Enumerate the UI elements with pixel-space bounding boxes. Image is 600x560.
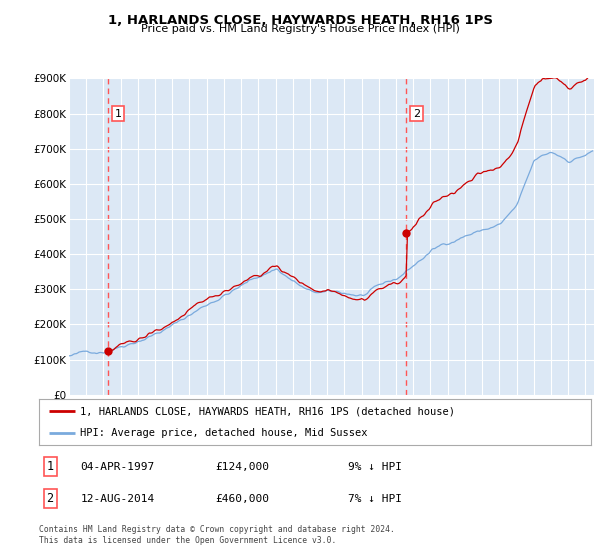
- Text: Contains HM Land Registry data © Crown copyright and database right 2024.
This d: Contains HM Land Registry data © Crown c…: [39, 525, 395, 545]
- Text: Price paid vs. HM Land Registry's House Price Index (HPI): Price paid vs. HM Land Registry's House …: [140, 24, 460, 34]
- Text: 1: 1: [115, 109, 122, 119]
- Text: 7% ↓ HPI: 7% ↓ HPI: [348, 494, 402, 503]
- Text: 04-APR-1997: 04-APR-1997: [80, 462, 155, 472]
- Text: HPI: Average price, detached house, Mid Sussex: HPI: Average price, detached house, Mid …: [80, 428, 368, 438]
- Text: 2: 2: [413, 109, 420, 119]
- Text: 1, HARLANDS CLOSE, HAYWARDS HEATH, RH16 1PS (detached house): 1, HARLANDS CLOSE, HAYWARDS HEATH, RH16 …: [80, 406, 455, 416]
- Text: £124,000: £124,000: [215, 462, 269, 472]
- Text: 1, HARLANDS CLOSE, HAYWARDS HEATH, RH16 1PS: 1, HARLANDS CLOSE, HAYWARDS HEATH, RH16 …: [107, 14, 493, 27]
- Text: 2: 2: [46, 492, 53, 505]
- Text: £460,000: £460,000: [215, 494, 269, 503]
- Text: 12-AUG-2014: 12-AUG-2014: [80, 494, 155, 503]
- Text: 1: 1: [46, 460, 53, 473]
- Text: 9% ↓ HPI: 9% ↓ HPI: [348, 462, 402, 472]
